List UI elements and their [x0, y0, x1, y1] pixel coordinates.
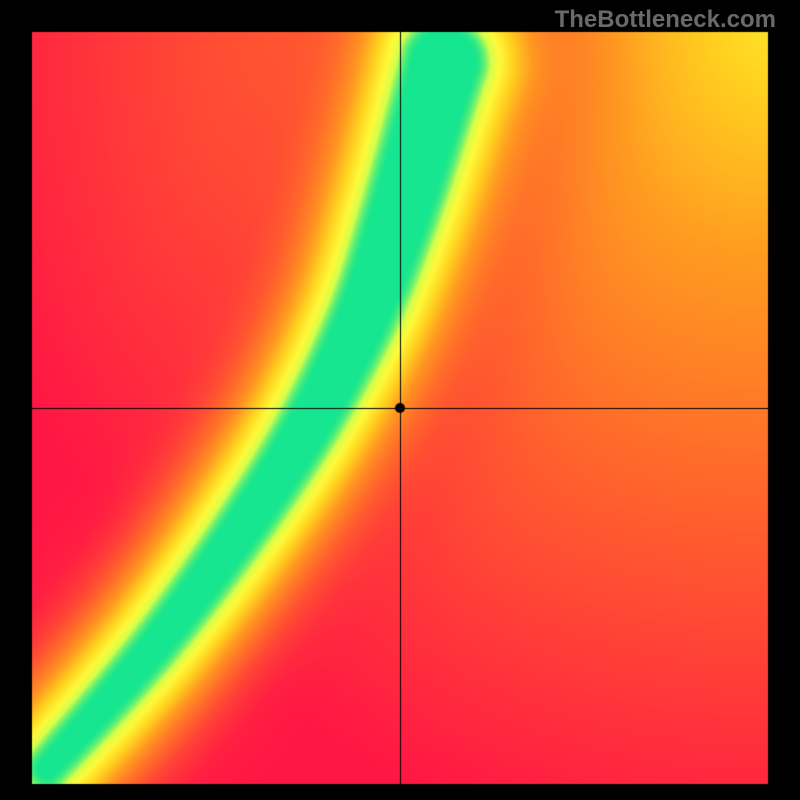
bottleneck-heatmap	[0, 0, 800, 800]
root: TheBottleneck.com	[0, 0, 800, 800]
watermark-text: TheBottleneck.com	[555, 6, 776, 34]
